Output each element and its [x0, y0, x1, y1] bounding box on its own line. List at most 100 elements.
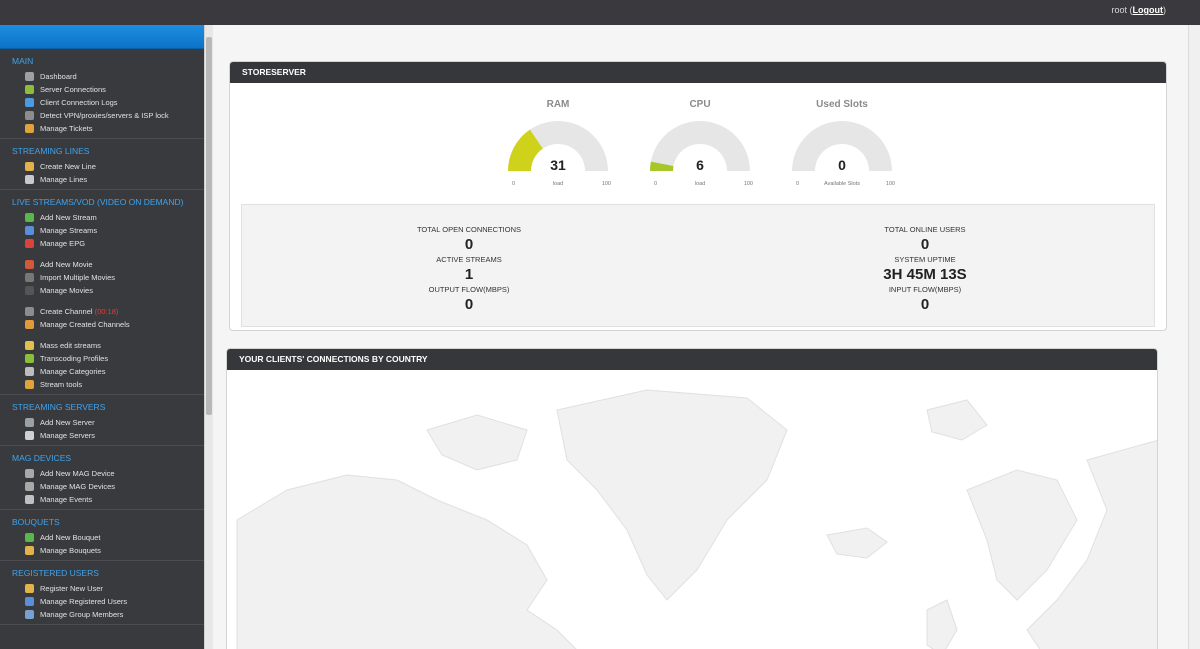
sidebar-item[interactable]: Import Multiple Movies — [0, 271, 204, 284]
sidebar-item-label: Manage Events — [40, 495, 93, 504]
sidebar-section: REGISTERED USERS Register New User Manage … — [0, 561, 204, 625]
stat-label: OUTPUT FLOW(MBPS) — [428, 285, 510, 294]
sidebar-item[interactable]: Transcoding Profiles — [0, 352, 204, 365]
sidebar-item-label: Manage Registered Users — [40, 597, 128, 606]
register-user-icon — [25, 584, 34, 593]
sidebar-item[interactable]: Mass edit streams — [0, 339, 204, 352]
sidebar-item[interactable]: Add New Bouquet — [0, 531, 204, 544]
mag-add-icon — [25, 469, 34, 478]
gauges-row: RAM 31 0 load 100 CPU 6 0 load 100 Used Slots 0 0 Ava… — [230, 83, 1166, 203]
sidebar-item[interactable]: Manage Servers — [0, 429, 204, 442]
sidebar-item[interactable]: Manage EPG — [0, 237, 204, 250]
sidebar-item[interactable]: Manage Created Channels — [0, 318, 204, 331]
sidebar-item[interactable]: Server Connections — [0, 83, 204, 96]
sidebar-scrollbar-thumb[interactable] — [206, 37, 212, 415]
sidebar-item[interactable]: Manage Registered Users — [0, 595, 204, 608]
sidebar-item[interactable]: Add New Stream — [0, 211, 204, 224]
map-iceland — [826, 527, 888, 559]
sidebar-item-label: Create New Line — [40, 162, 96, 171]
sidebar-item-label: Create Channel — [40, 307, 93, 316]
gauge-max: 100 — [601, 181, 611, 187]
tools-icon — [25, 380, 34, 389]
sidebar-item[interactable]: Add New MAG Device — [0, 467, 204, 480]
stats-left-column: TOTAL OPEN CONNECTIONS 0 ACTIVE STREAMS 1 OU… — [319, 225, 619, 315]
sidebar-item-label: Add New Movie — [40, 260, 93, 269]
stat-value: 0 — [920, 236, 930, 253]
sidebar-scrollbar[interactable] — [204, 25, 213, 649]
sidebar-item-label: Manage Bouquets — [40, 546, 101, 555]
sidebar-item[interactable]: Manage Group Members — [0, 608, 204, 621]
sidebar-item-label: Import Multiple Movies — [40, 273, 116, 282]
sidebar-item-label: Register New User — [40, 584, 103, 593]
stat-value: 1 — [464, 266, 474, 283]
sidebar-item[interactable]: Stream tools — [0, 378, 204, 391]
gauge-min: 0 — [512, 181, 516, 187]
stat-value: 0 — [464, 296, 474, 313]
sidebar-item-label: Manage Lines — [40, 175, 88, 184]
sidebar-item[interactable]: Manage Bouquets — [0, 544, 204, 557]
sidebar-section: STREAMING SERVERS Add New Server Manage Se… — [0, 395, 204, 446]
sidebar-item[interactable]: Detect VPN/proxies/servers & ISP lock — [0, 109, 204, 122]
map-svalbard — [926, 399, 988, 441]
map-north-america — [236, 474, 577, 649]
sidebar-item[interactable]: Manage Events — [0, 493, 204, 506]
sidebar-item[interactable]: Manage MAG Devices — [0, 480, 204, 493]
sidebar-item[interactable]: Manage Movies — [0, 284, 204, 297]
sidebar-item-label: Server Connections — [40, 85, 106, 94]
gauge-track — [792, 121, 892, 171]
stat-label: ACTIVE STREAMS — [436, 255, 502, 264]
map-scandinavia — [966, 469, 1078, 601]
sidebar-spacer — [0, 297, 204, 305]
sidebar-item[interactable]: Manage Streams — [0, 224, 204, 237]
stat-label: TOTAL OPEN CONNECTIONS — [416, 225, 522, 234]
cpu-gauge: CPU 6 0 load 100 — [645, 99, 755, 187]
server-panel-title: STORESERVER — [230, 62, 1166, 83]
sidebar-section: LIVE STREAMS/VOD (VIDEO ON DEMAND) Add Ne… — [0, 190, 204, 395]
sidebar-item[interactable]: Manage Categories — [0, 365, 204, 378]
map-arctic-islands — [426, 414, 528, 471]
sidebar-item[interactable]: Register New User — [0, 582, 204, 595]
sidebar-item-label: Add New Server — [40, 418, 95, 427]
sidebar-item[interactable]: Manage Lines — [0, 173, 204, 186]
server-add-icon — [25, 418, 34, 427]
tickets-icon — [25, 124, 34, 133]
world-map[interactable] — [227, 370, 1157, 649]
sidebar-item-label: Mass edit streams — [40, 341, 101, 350]
sidebar-section-title: STREAMING LINES — [12, 146, 90, 156]
gauge-arc — [508, 121, 608, 171]
epg-icon — [25, 239, 34, 248]
stat-label: TOTAL ONLINE USERS — [884, 225, 966, 234]
gauge-value: 0 — [838, 157, 846, 173]
sidebar-item[interactable]: Dashboard — [0, 70, 204, 83]
logs-icon — [25, 98, 34, 107]
lines-icon — [25, 175, 34, 184]
gauge-title: CPU — [689, 99, 711, 110]
logout-link[interactable]: Logout — [1132, 5, 1164, 15]
page-scrollbar[interactable] — [1188, 25, 1200, 649]
stat-value: 0 — [464, 236, 474, 253]
map-panel-title: YOUR CLIENTS' CONNECTIONS BY COUNTRY — [227, 349, 1157, 370]
gauge-label: load — [694, 181, 706, 187]
user-add-icon — [25, 162, 34, 171]
import-icon — [25, 273, 34, 282]
sidebar-spacer — [0, 331, 204, 339]
gauge-value: 6 — [696, 157, 704, 173]
sidebar-item[interactable]: Create Channel (00:18) — [0, 305, 204, 318]
movies-icon — [25, 286, 34, 295]
sidebar-item-label: Manage MAG Devices — [40, 482, 116, 491]
sidebar-item-label: Add New Stream — [40, 213, 97, 222]
sidebar-spacer — [0, 250, 204, 258]
streams-icon — [25, 226, 34, 235]
sidebar-item[interactable]: Manage Tickets — [0, 122, 204, 135]
gauge-title: Used Slots — [816, 99, 868, 110]
gauge-value: 31 — [550, 157, 566, 173]
gauge-track — [650, 121, 750, 171]
sidebar-item[interactable]: Create New Line — [0, 160, 204, 173]
sidebar-section: MAIN Dashboard Server Connections Client Co… — [0, 49, 204, 139]
sidebar-item[interactable]: Client Connection Logs — [0, 96, 204, 109]
sidebar-section-title: BOUQUETS — [12, 517, 60, 527]
sidebar-item[interactable]: Add New Server — [0, 416, 204, 429]
server-panel: STORESERVER RAM 31 0 load 100 CPU 6 0 load 100 Use… — [229, 61, 1167, 331]
bouquets-icon — [25, 546, 34, 555]
sidebar-item[interactable]: Add New Movie — [0, 258, 204, 271]
